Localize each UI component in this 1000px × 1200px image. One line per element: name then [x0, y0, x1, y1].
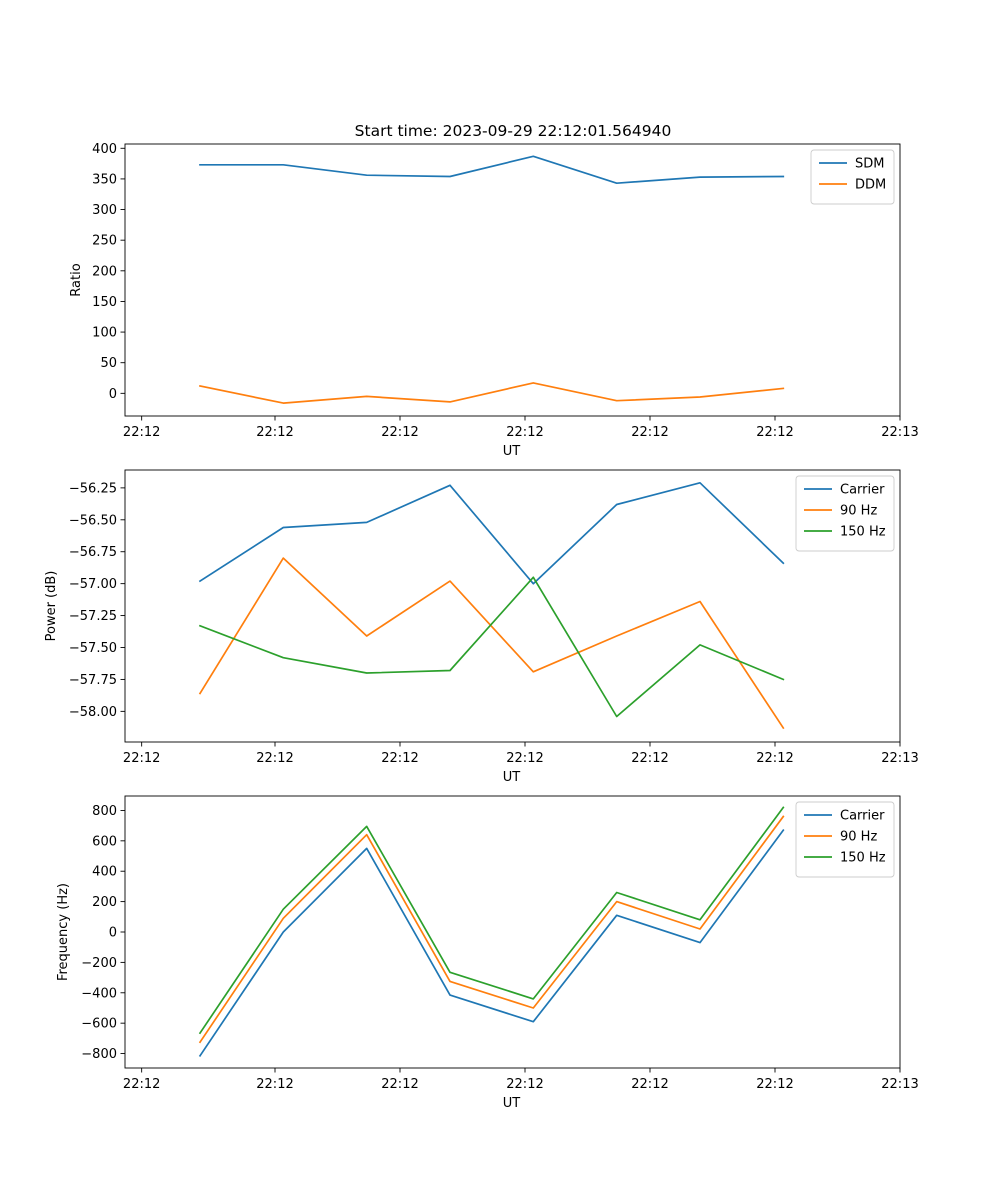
ratio-x-tick-label: 22:12	[506, 425, 543, 440]
frequency-y-tick-label: −800	[81, 1047, 117, 1062]
power-y-tick-label: −56.50	[69, 513, 117, 528]
power-y-tick-label: −56.25	[69, 481, 117, 496]
frequency-x-tick-label: 22:13	[881, 1077, 918, 1092]
figure-title: Start time: 2023-09-29 22:12:01.564940	[355, 122, 672, 140]
frequency-legend-label: Carrier	[840, 809, 885, 824]
power-x-tick-label: 22:12	[381, 751, 418, 766]
power-legend-label: Carrier	[840, 483, 885, 498]
ratio-x-tick-label: 22:12	[123, 425, 160, 440]
frequency-x-tick-label: 22:12	[256, 1077, 293, 1092]
power-y-tick-label: −56.75	[69, 545, 117, 560]
power-y-tick-label: −57.00	[69, 577, 117, 592]
frequency-x-tick-label: 22:12	[123, 1077, 160, 1092]
frequency-y-tick-label: −200	[81, 956, 117, 971]
power-x-tick-label: 22:12	[756, 751, 793, 766]
frequency-y-tick-label: 200	[92, 895, 117, 910]
ratio-x-tick-label: 22:12	[756, 425, 793, 440]
ratio-panel: 22:12 22:12 22:12 22:12 22:12 22:12 22:13 0 50 10…	[69, 142, 919, 459]
ratio-legend-label: DDM	[855, 178, 886, 193]
power-y-tick-label: −58.00	[69, 705, 117, 720]
frequency-series-carrier-line	[198, 829, 785, 1057]
ratio-series-sdm-line	[199, 155, 785, 185]
power-legend-box	[795, 475, 895, 552]
ratio-y-tick-label: 0	[109, 387, 117, 402]
ratio-x-tick-label: 22:12	[631, 425, 668, 440]
frequency-legend-label: 150 Hz	[840, 851, 886, 866]
frequency-x-tick-label: 22:12	[756, 1077, 793, 1092]
ratio-y-tick-label: 250	[92, 234, 117, 249]
frequency-panel: 22:12 22:12 22:12 22:12 22:12 22:12 22:13 −800 −…	[56, 795, 919, 1111]
ratio-y-tick-label: 200	[92, 264, 117, 279]
ratio-y-tick-label: 350	[92, 172, 117, 187]
frequency-y-tick-label: −400	[81, 986, 117, 1001]
ratio-y-tick-label: 300	[92, 203, 117, 218]
frequency-legend-box	[795, 801, 895, 878]
ratio-y-tick-label: 100	[92, 326, 117, 341]
frequency-y-tick-label: 600	[92, 834, 117, 849]
frequency-x-tick-label: 22:12	[381, 1077, 418, 1092]
ratio-x-tick-label: 22:12	[256, 425, 293, 440]
power-x-tick-label: 22:13	[881, 751, 918, 766]
power-x-tick-label: 22:12	[256, 751, 293, 766]
power-y-axis-label: Power (dB)	[44, 571, 59, 642]
power-y-tick-label: −57.50	[69, 641, 117, 656]
frequency-y-tick-label: −600	[81, 1017, 117, 1032]
frequency-series-90-hz-line	[198, 815, 785, 1044]
frequency-x-axis-label: UT	[503, 1096, 521, 1111]
ratio-y-tick-label: 150	[92, 295, 117, 310]
power-panel: 22:12 22:12 22:12 22:12 22:12 22:12 22:13 −58.0…	[44, 469, 919, 785]
power-y-tick-label: −57.75	[69, 673, 117, 688]
power-x-tick-label: 22:12	[631, 751, 668, 766]
ratio-series-ddm-line	[198, 382, 785, 404]
power-series-90-hz-line	[198, 557, 785, 730]
ratio-axes-frame	[124, 143, 901, 417]
power-x-axis-label: UT	[503, 770, 521, 785]
frequency-legend-label: 90 Hz	[840, 830, 877, 845]
frequency-x-tick-label: 22:12	[631, 1077, 668, 1092]
frequency-y-axis-label: Frequency (Hz)	[56, 883, 71, 981]
power-x-tick-label: 22:12	[506, 751, 543, 766]
power-axes-frame	[124, 469, 901, 743]
frequency-y-tick-label: 0	[109, 926, 117, 941]
ratio-y-axis-label: Ratio	[69, 263, 84, 296]
ratio-legend-label: SDM	[855, 157, 884, 172]
frequency-x-tick-label: 22:12	[506, 1077, 543, 1092]
ratio-x-tick-label: 22:13	[881, 425, 918, 440]
frequency-series-150-hz-line	[198, 806, 785, 1035]
power-y-tick-label: −57.25	[69, 609, 117, 624]
frequency-y-tick-label: 400	[92, 865, 117, 880]
power-legend-label: 90 Hz	[840, 504, 877, 519]
power-series-carrier-line	[198, 481, 785, 585]
ratio-x-tick-label: 22:12	[381, 425, 418, 440]
ratio-y-tick-label: 50	[100, 356, 117, 371]
power-x-tick-label: 22:12	[123, 751, 160, 766]
ratio-y-tick-label: 400	[92, 142, 117, 157]
frequency-y-tick-label: 800	[92, 804, 117, 819]
power-legend-label: 150 Hz	[840, 525, 886, 540]
power-series-150-hz-line	[198, 576, 785, 718]
ratio-x-axis-label: UT	[503, 444, 521, 459]
